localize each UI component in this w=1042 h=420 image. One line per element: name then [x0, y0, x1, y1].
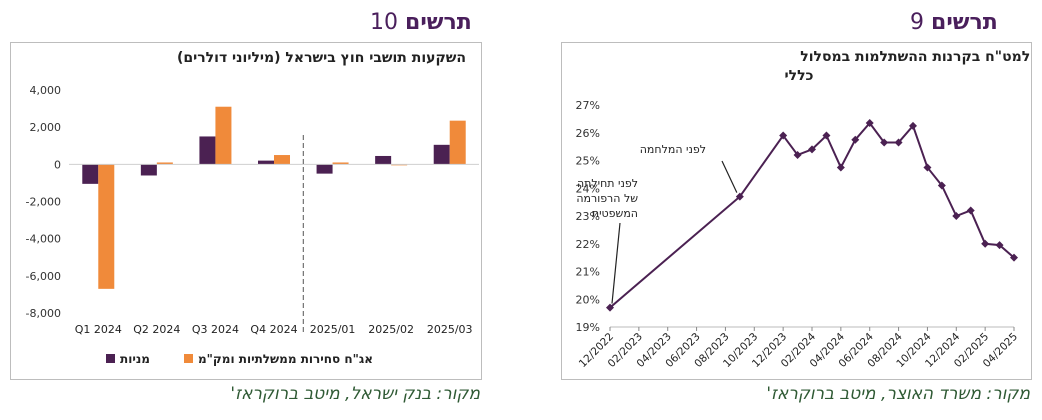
annotation-before-reform-line: של הרפורמה — [576, 192, 638, 205]
x-tick-label: Q2 2024 — [133, 323, 180, 336]
y-tick-label: 26% — [576, 127, 600, 140]
data-point-marker — [779, 131, 788, 140]
bar-bonds — [274, 155, 290, 165]
figure-9-heading: תרשים 9 — [910, 10, 998, 35]
y-tick-label: 21% — [576, 266, 600, 279]
annotation-before-reform-line: לפני תחילתה — [577, 177, 638, 190]
figure-10-heading: תרשים 10 — [370, 10, 472, 35]
figure-10-label: תרשים — [405, 10, 472, 35]
figure-10-number: 10 — [370, 10, 398, 35]
bar-bonds — [391, 164, 408, 166]
data-point-marker — [822, 131, 831, 140]
fx-exposure-line-chart: חשיפת נטו למט"ח בקרנות ההשתלמות במסלול כל… — [576, 49, 1042, 370]
legend-swatch-stocks — [106, 354, 115, 363]
y-tick-label: -8,000 — [26, 307, 61, 320]
foreign-investment-bar-chart: השקעות תושבי חוץ בישראל (מיליוני דולרים)… — [26, 50, 479, 366]
bar-bonds — [98, 164, 115, 289]
legend-swatch-bonds — [184, 354, 193, 363]
y-tick-label: -6,000 — [26, 270, 61, 283]
data-point-marker — [793, 150, 802, 159]
chart-title-line-1: חשיפת נטו למט"ח בקרנות ההשתלמות במסלול — [800, 49, 1031, 65]
y-tick-label: -2,000 — [26, 196, 61, 209]
fx-exposure-chart-panel: חשיפת נטו למט"ח בקרנות ההשתלמות במסלול כל… — [561, 42, 1042, 380]
annotation-arrow-before-reform — [611, 222, 621, 304]
y-tick-label: 2,000 — [30, 121, 62, 134]
bar-bonds — [332, 162, 349, 165]
x-tick-label: 2025/02 — [368, 323, 414, 336]
x-tick-label: Q3 2024 — [192, 323, 239, 336]
figure-10-source: מקור: בנק ישראל, מיטב ברוקראז' — [230, 384, 480, 404]
bar-stocks — [82, 164, 99, 184]
legend-label-stocks: מניות — [120, 352, 150, 366]
data-point-marker — [735, 192, 744, 201]
y-tick-label: 27% — [576, 99, 600, 112]
data-point-marker — [865, 119, 874, 128]
data-point-marker — [995, 241, 1004, 250]
data-point-marker — [851, 135, 860, 144]
data-point-marker — [894, 138, 903, 147]
figure-9-number: 9 — [910, 10, 924, 35]
figure-9-label: תרשים — [931, 10, 998, 35]
data-point-marker — [937, 181, 946, 190]
bar-bonds — [449, 120, 466, 165]
bar-stocks — [258, 160, 274, 165]
figure-9-source: מקור: משרד האוצר, מיטב ברוקראז' — [766, 384, 1030, 404]
data-point-marker — [952, 212, 961, 220]
legend-label-bonds: אג"ח סחירות ממשלתיות ומק"מ — [198, 352, 373, 366]
x-tick-label: Q4 2024 — [250, 323, 297, 336]
bar-stocks — [375, 155, 392, 165]
data-point-marker — [836, 163, 845, 172]
bar-stocks — [316, 164, 333, 174]
x-tick-label: 2025/01 — [310, 323, 356, 336]
bar-bonds — [156, 162, 173, 165]
data-point-marker — [808, 145, 816, 154]
y-tick-label: 22% — [576, 238, 600, 251]
y-tick-label: 23% — [576, 210, 600, 223]
y-tick-label: -4,000 — [26, 233, 61, 246]
chart-title: השקעות תושבי חוץ בישראל (מיליוני דולרים) — [177, 50, 466, 66]
bar-bonds — [215, 106, 232, 165]
data-point-marker — [909, 121, 917, 130]
annotation-before-reform-line: המשפטית — [592, 207, 638, 220]
annotation-before-war: לפני המלחמה — [640, 143, 706, 156]
y-tick-label: 24% — [576, 182, 600, 195]
y-tick-label: 4,000 — [30, 84, 62, 97]
data-point-marker — [966, 206, 975, 215]
data-point-marker — [606, 303, 614, 312]
bar-stocks — [199, 136, 216, 165]
x-tick-label: Q1 2024 — [75, 323, 122, 336]
x-tick-label: 2025/03 — [427, 323, 473, 336]
annotation-arrow-before-war — [721, 160, 738, 193]
foreign-investment-chart-panel: השקעות תושבי חוץ בישראל (מיליוני דולרים)… — [10, 42, 482, 380]
data-point-marker — [880, 138, 889, 147]
y-tick-label: 19% — [576, 321, 600, 334]
y-tick-label: 25% — [576, 155, 600, 168]
data-point-marker — [1010, 253, 1018, 262]
y-tick-label: 0 — [54, 158, 61, 171]
bar-stocks — [140, 164, 157, 176]
bar-stocks — [433, 144, 450, 165]
y-tick-label: 20% — [576, 293, 600, 306]
data-point-marker — [981, 239, 990, 248]
chart-title-line-2: כללי — [785, 68, 814, 84]
data-point-marker — [923, 163, 932, 172]
